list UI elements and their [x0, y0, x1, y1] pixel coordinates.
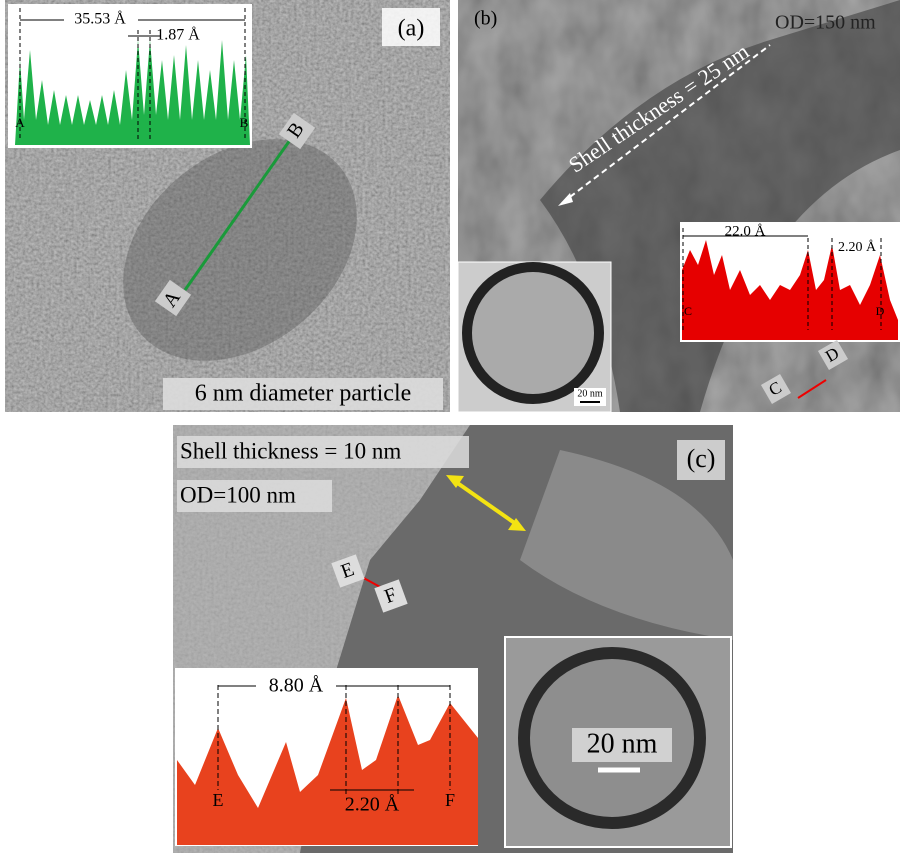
inset-scale: 20 nm — [587, 728, 658, 759]
sphere — [467, 267, 599, 399]
span-label: 22.0 Å — [725, 223, 766, 239]
panel-b: (b) OD=150 nm Shell thickness = 25 nm 22… — [458, 0, 900, 412]
panel-label: (c) — [687, 444, 716, 473]
panel-a: A B 35.53 Å 1.87 Å A B (a) 6 nm diameter… — [5, 0, 450, 412]
spacing-label: 2.20 Å — [345, 794, 400, 816]
profile-end: B — [240, 115, 249, 130]
span-label: 35.53 Å — [74, 10, 126, 28]
profile-start: C — [684, 304, 692, 318]
inset-scale: 20 nm — [577, 388, 603, 399]
outer-diameter: OD=150 nm — [775, 12, 876, 34]
panel-label: (a) — [398, 16, 425, 42]
panel-c: Shell thickness = 10 nm OD=100 nm (c) E … — [173, 425, 733, 853]
span-label: 8.80 Å — [269, 675, 324, 697]
outer-diameter: OD=100 nm — [180, 482, 296, 507]
shell-thickness: Shell thickness = 10 nm — [180, 438, 401, 463]
spacing-label: 1.87 Å — [156, 26, 200, 44]
profile-start: A — [15, 115, 25, 130]
profile-end: F — [445, 790, 455, 810]
caption: 6 nm diameter particle — [195, 381, 412, 407]
spacing-label: 2.20 Å — [838, 239, 877, 255]
panel-label: (b) — [474, 8, 497, 30]
figure: A B 35.53 Å 1.87 Å A B (a) 6 nm diameter… — [0, 0, 900, 853]
page: A B 35.53 Å 1.87 Å A B (a) 6 nm diameter… — [0, 0, 900, 853]
profile-end: D — [876, 304, 885, 318]
profile-start: E — [213, 790, 224, 810]
